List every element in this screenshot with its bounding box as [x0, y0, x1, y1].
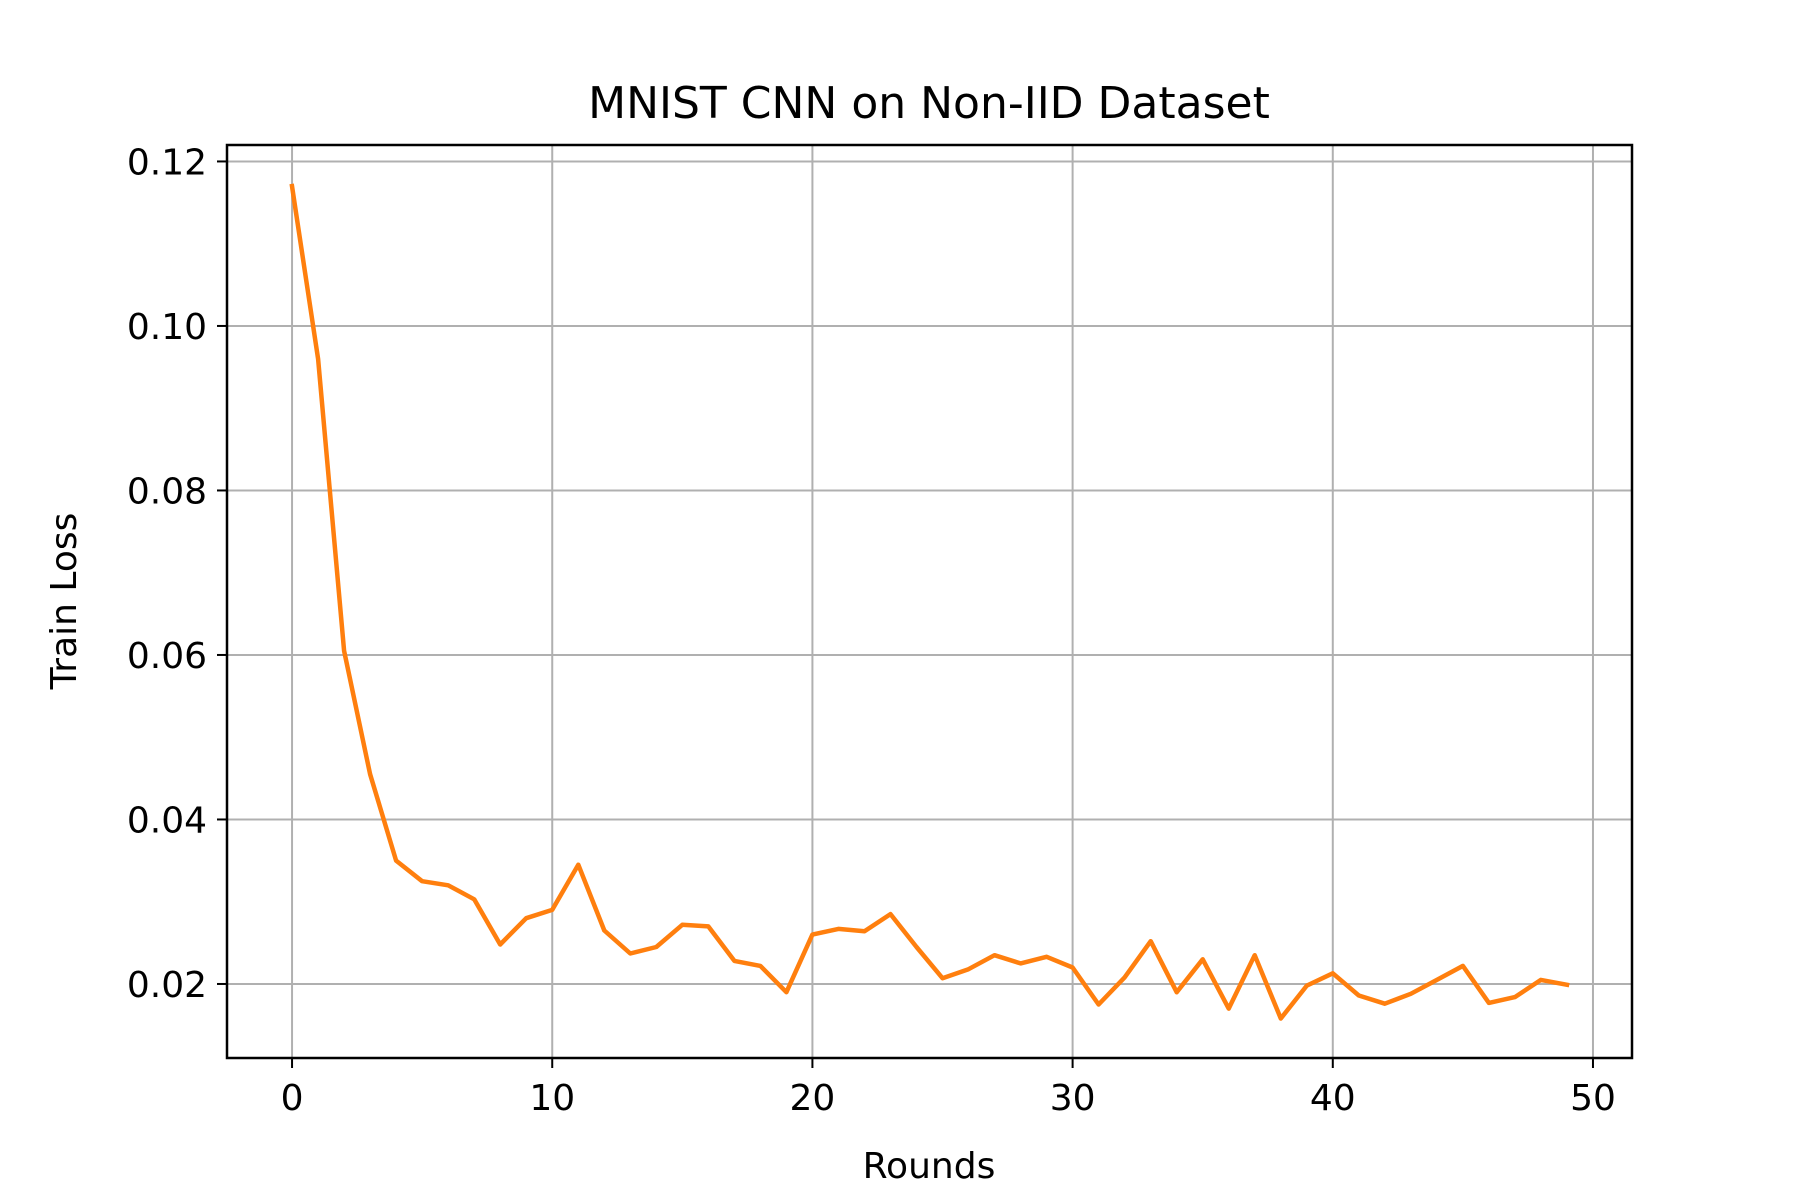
y-tick-label: 0.08	[127, 471, 207, 512]
x-tick-label: 50	[1570, 1078, 1616, 1119]
chart-title: MNIST CNN on Non-IID Dataset	[588, 78, 1270, 129]
y-axis-label: Train Loss	[44, 513, 85, 691]
y-tick-label: 0.12	[127, 142, 207, 183]
x-tick-label: 20	[790, 1078, 836, 1119]
x-tick-label: 10	[529, 1078, 575, 1119]
grid-lines	[227, 145, 1632, 1058]
axis-ticks: 0 10 20 30 40 50 0.02 0.04 0.06 0.08 0.10 0.12	[127, 142, 1616, 1119]
x-tick-label: 0	[281, 1078, 304, 1119]
y-tick-label: 0.06	[127, 636, 207, 677]
series-layer	[289, 183, 1570, 1021]
y-tick-label: 0.10	[127, 307, 207, 348]
x-axis-label: Rounds	[863, 1146, 996, 1187]
y-tick-label: 0.02	[127, 965, 207, 1006]
x-tick-label: 30	[1050, 1078, 1096, 1119]
plot-frame	[225, 143, 1634, 1060]
series-line	[289, 183, 1570, 1021]
y-tick-label: 0.04	[127, 800, 207, 841]
x-tick-label: 40	[1310, 1078, 1356, 1119]
